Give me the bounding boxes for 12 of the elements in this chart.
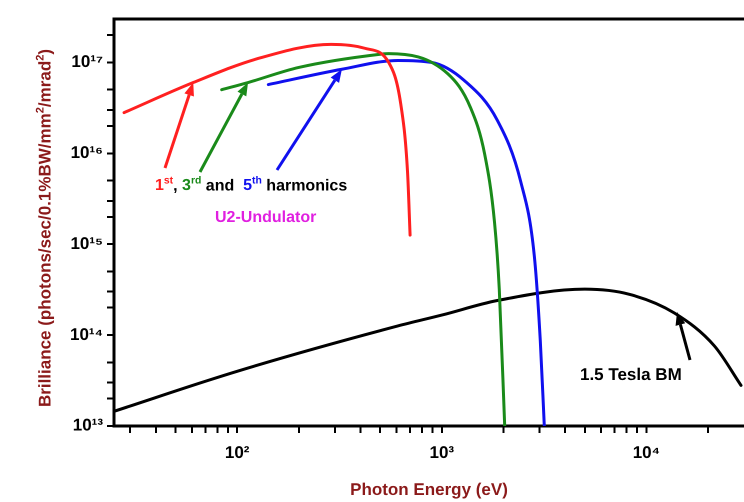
y-tick-label: 10¹⁵ [70,234,103,253]
annotation: U2-Undulator [215,209,316,227]
annotation: 1.5 Tesla BM [580,365,682,385]
x-tick-label: 10⁴ [632,442,660,462]
y-tick-label: 10¹⁶ [70,142,103,162]
x-axis-title: Photon Energy (eV) [350,480,508,500]
x-tick-label: 10² [224,442,250,462]
y-tick-label: 10¹⁷ [71,52,103,72]
y-tick-label: 10¹³ [72,416,104,435]
text: 1$^{st}$, 3$^{rd}$ and 5$^{th}$ harmonics [155,176,348,194]
x-tick-label: 10³ [429,442,454,462]
y-tick-label: 10¹⁴ [70,324,103,344]
